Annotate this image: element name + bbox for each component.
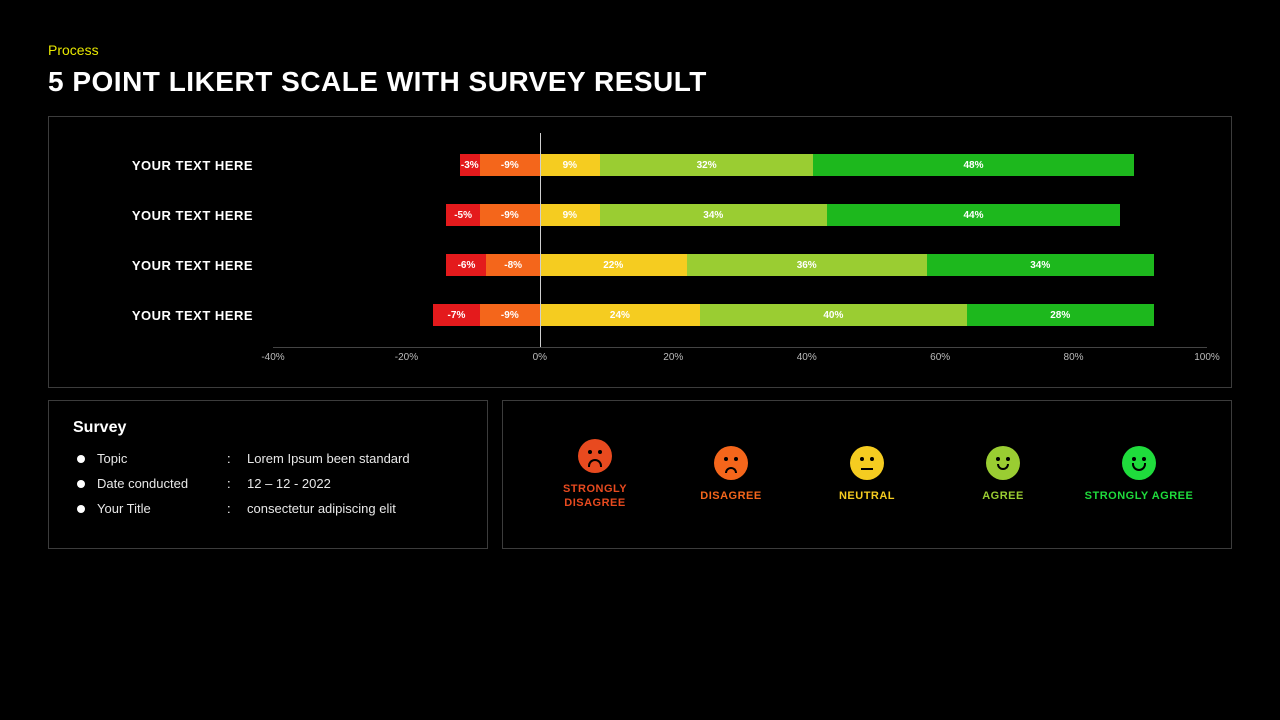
survey-info-value: Lorem Ipsum been standard <box>247 451 410 466</box>
chart-row: YOUR TEXT HERE-7%-9%24%40%28% <box>73 297 1207 333</box>
colon: : <box>227 501 247 516</box>
zero-line <box>540 283 541 347</box>
legend-label: AGREE <box>982 490 1024 504</box>
sa-face-icon <box>1122 446 1156 480</box>
bar-segment-n: 24% <box>540 304 700 326</box>
bullet-icon <box>77 480 85 488</box>
chart-row-label: YOUR TEXT HERE <box>73 208 273 223</box>
legend-label: NEUTRAL <box>839 490 895 504</box>
survey-info-label: Topic <box>97 451 227 466</box>
n-face-icon <box>850 446 884 480</box>
bar-segment-sd: -5% <box>446 204 479 226</box>
legend-label: DISAGREE <box>700 490 761 504</box>
chart-row-label: YOUR TEXT HERE <box>73 158 273 173</box>
page-title: 5 POINT LIKERT SCALE WITH SURVEY RESULT <box>48 66 1232 98</box>
bar-segment-d: -8% <box>486 254 539 276</box>
survey-body: Topic:Lorem Ipsum been standardDate cond… <box>73 451 463 516</box>
bar-segment-n: 9% <box>540 204 600 226</box>
sd-face-icon <box>578 439 612 473</box>
legend-label: STRONGLY DISAGREE <box>540 483 650 511</box>
bar-segment-sa: 48% <box>813 154 1133 176</box>
legend-item-d: DISAGREE <box>676 446 786 504</box>
survey-info-row: Your Title:consectetur adipiscing elit <box>73 501 463 516</box>
legend-item-sa: STRONGLY AGREE <box>1084 446 1194 504</box>
bar-segment-a: 36% <box>687 254 927 276</box>
survey-info-row: Topic:Lorem Ipsum been standard <box>73 451 463 466</box>
bar-segment-a: 34% <box>600 204 827 226</box>
bullet-icon <box>77 455 85 463</box>
x-axis-tick: 0% <box>533 352 547 363</box>
bullet-icon <box>77 505 85 513</box>
bar-track: -3%-9%9%32%48% <box>273 154 1207 176</box>
colon: : <box>227 476 247 491</box>
bar-segment-d: -9% <box>480 204 540 226</box>
x-axis-tick: 80% <box>1064 352 1084 363</box>
bar-segment-n: 9% <box>540 154 600 176</box>
bar-segment-sd: -6% <box>446 254 486 276</box>
bar-segment-sd: -3% <box>460 154 480 176</box>
legend-item-n: NEUTRAL <box>812 446 922 504</box>
bottom-row: Survey Topic:Lorem Ipsum been standardDa… <box>48 400 1232 549</box>
x-axis-track: -40%-20%0%20%40%60%80%100% <box>273 347 1207 348</box>
x-axis-tick: -40% <box>261 352 284 363</box>
page: Process 5 POINT LIKERT SCALE WITH SURVEY… <box>0 0 1280 573</box>
x-axis: -40%-20%0%20%40%60%80%100% <box>73 347 1207 371</box>
bar-segment-sa: 44% <box>827 204 1121 226</box>
legend-panel: STRONGLY DISAGREE DISAGREE NEUTRAL AGREE STR… <box>502 400 1232 549</box>
legend-label: STRONGLY AGREE <box>1085 490 1194 504</box>
chart-row-label: YOUR TEXT HERE <box>73 258 273 273</box>
bar-segment-n: 22% <box>540 254 687 276</box>
a-face-icon <box>986 446 1020 480</box>
chart-row: YOUR TEXT HERE-5%-9%9%34%44% <box>73 197 1207 233</box>
bar-segment-sa: 34% <box>927 254 1154 276</box>
x-axis-tick: 60% <box>930 352 950 363</box>
bar-track: -7%-9%24%40%28% <box>273 304 1207 326</box>
chart-row: YOUR TEXT HERE-3%-9%9%32%48% <box>73 147 1207 183</box>
bar-segment-a: 40% <box>700 304 967 326</box>
chart-panel: YOUR TEXT HERE-3%-9%9%32%48%YOUR TEXT HE… <box>48 116 1232 388</box>
subtitle: Process <box>48 42 1232 58</box>
survey-info-value: 12 – 12 - 2022 <box>247 476 331 491</box>
survey-info-label: Your Title <box>97 501 227 516</box>
x-axis-tick: 100% <box>1194 352 1220 363</box>
bar-segment-d: -9% <box>480 304 540 326</box>
legend-item-sd: STRONGLY DISAGREE <box>540 439 650 511</box>
chart-row: YOUR TEXT HERE-6%-8%22%36%34% <box>73 247 1207 283</box>
d-face-icon <box>714 446 748 480</box>
colon: : <box>227 451 247 466</box>
chart-row-label: YOUR TEXT HERE <box>73 308 273 323</box>
survey-panel: Survey Topic:Lorem Ipsum been standardDa… <box>48 400 488 549</box>
survey-title: Survey <box>73 419 463 437</box>
bar-segment-a: 32% <box>600 154 813 176</box>
x-axis-tick: 40% <box>797 352 817 363</box>
bar-track: -6%-8%22%36%34% <box>273 254 1207 276</box>
legend-item-a: AGREE <box>948 446 1058 504</box>
survey-info-label: Date conducted <box>97 476 227 491</box>
bar-segment-sa: 28% <box>967 304 1154 326</box>
x-axis-tick: 20% <box>663 352 683 363</box>
survey-info-row: Date conducted:12 – 12 - 2022 <box>73 476 463 491</box>
bar-segment-sd: -7% <box>433 304 480 326</box>
survey-info-value: consectetur adipiscing elit <box>247 501 396 516</box>
bar-segment-d: -9% <box>480 154 540 176</box>
bar-track: -5%-9%9%34%44% <box>273 204 1207 226</box>
x-axis-tick: -20% <box>395 352 418 363</box>
chart-area: YOUR TEXT HERE-3%-9%9%32%48%YOUR TEXT HE… <box>73 147 1207 371</box>
